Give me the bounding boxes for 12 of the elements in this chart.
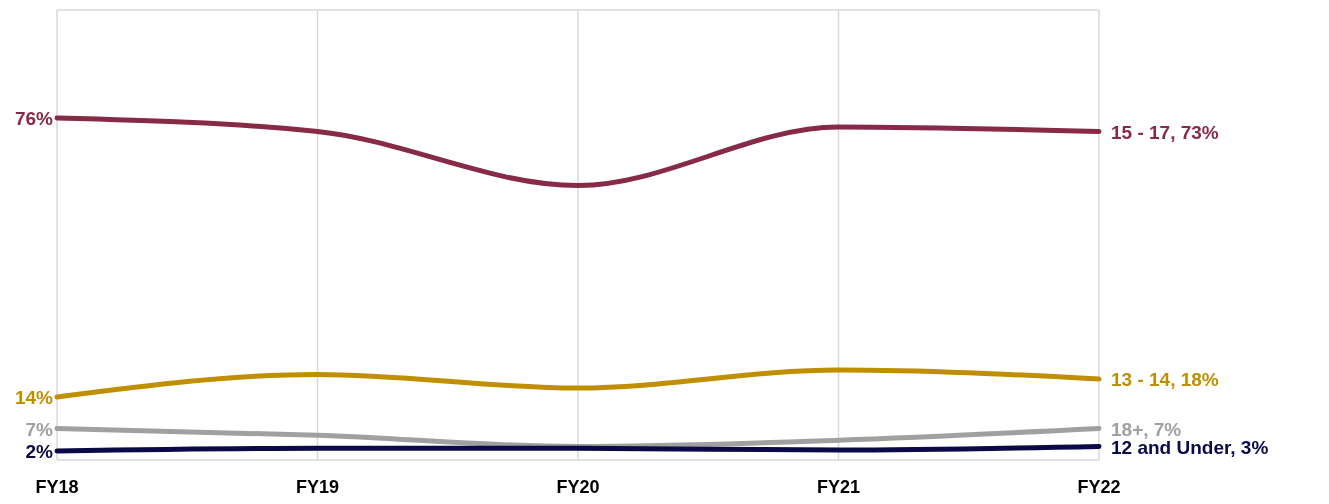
text: 13 - 14, 18% (1111, 369, 1219, 390)
text: 18+, 7% (1111, 418, 1182, 440)
x-tick-label: FY22 (1077, 476, 1121, 497)
x-tick-label: FY19 (295, 476, 340, 497)
data-label: 76% (14, 108, 54, 129)
data-label: 14% (14, 387, 54, 408)
data-label: 2% (25, 441, 54, 462)
x-tick-label: FY20 (556, 476, 600, 497)
x-tick-label: FY21 (816, 476, 861, 497)
data-label: 7% (25, 418, 54, 440)
x-tick-label: FY18 (35, 476, 79, 497)
text: 15 - 17, 73% (1111, 121, 1219, 143)
